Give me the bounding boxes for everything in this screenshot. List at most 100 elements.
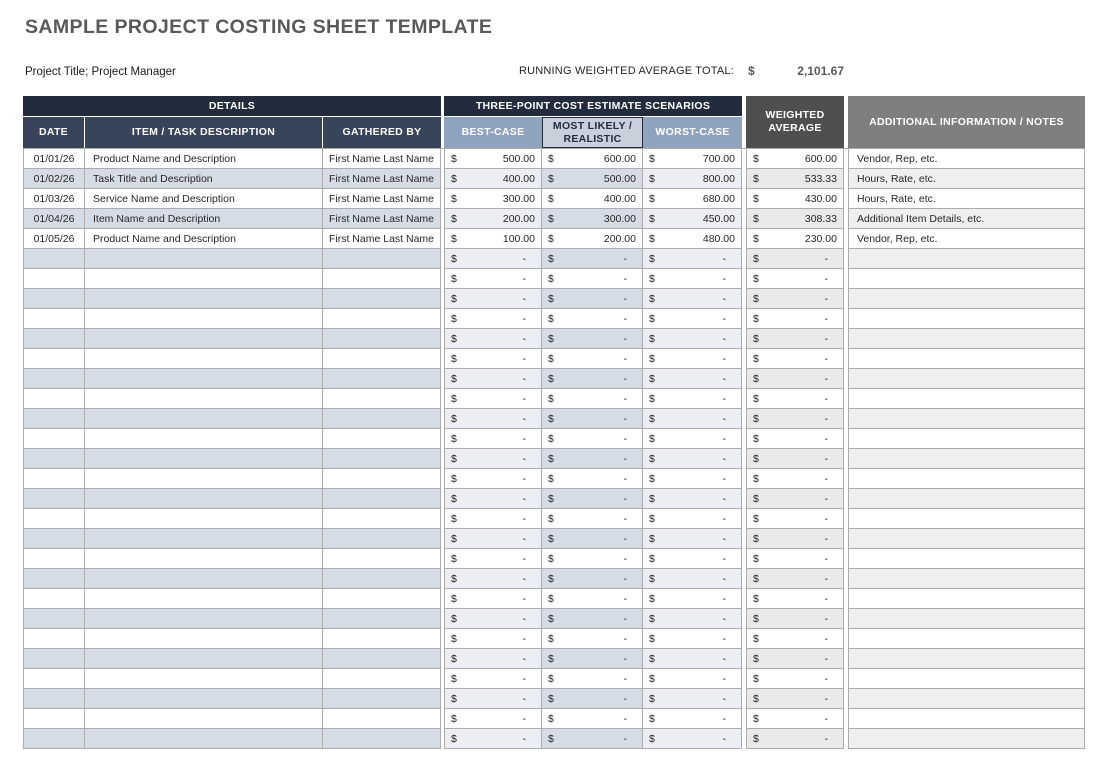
cell-gathered-by[interactable] bbox=[323, 569, 441, 589]
cell-most-likely[interactable]: $ - bbox=[542, 329, 643, 349]
cell-best-case[interactable]: $100.00 bbox=[444, 229, 542, 249]
cell-most-likely[interactable]: $300.00 bbox=[542, 209, 643, 229]
cell-item-description[interactable] bbox=[85, 729, 323, 749]
cell-worst-case[interactable]: $ - bbox=[643, 429, 742, 449]
cell-worst-case[interactable]: $800.00 bbox=[643, 169, 742, 189]
cell-notes[interactable] bbox=[848, 249, 1085, 269]
cell-worst-case[interactable]: $ - bbox=[643, 689, 742, 709]
cell-item-description[interactable] bbox=[85, 409, 323, 429]
cell-date[interactable] bbox=[23, 249, 85, 269]
cell-notes[interactable]: Additional Item Details, etc. bbox=[848, 209, 1085, 229]
cell-gathered-by[interactable] bbox=[323, 649, 441, 669]
cell-gathered-by[interactable] bbox=[323, 409, 441, 429]
cell-best-case[interactable]: $ - bbox=[444, 329, 542, 349]
cell-gathered-by[interactable] bbox=[323, 589, 441, 609]
cell-weighted-average[interactable]: $ - bbox=[746, 569, 844, 589]
cell-notes[interactable] bbox=[848, 269, 1085, 289]
cell-notes[interactable]: Vendor, Rep, etc. bbox=[848, 149, 1085, 169]
cell-item-description[interactable] bbox=[85, 629, 323, 649]
cell-most-likely[interactable]: $ - bbox=[542, 729, 643, 749]
cell-gathered-by[interactable] bbox=[323, 469, 441, 489]
cell-most-likely[interactable]: $ - bbox=[542, 489, 643, 509]
cell-item-description[interactable] bbox=[85, 689, 323, 709]
cell-most-likely[interactable]: $600.00 bbox=[542, 149, 643, 169]
cell-gathered-by[interactable] bbox=[323, 349, 441, 369]
cell-notes[interactable] bbox=[848, 609, 1085, 629]
cell-worst-case[interactable]: $ - bbox=[643, 649, 742, 669]
cell-item-description[interactable] bbox=[85, 349, 323, 369]
cell-worst-case[interactable]: $ - bbox=[643, 249, 742, 269]
cell-most-likely[interactable]: $ - bbox=[542, 589, 643, 609]
cell-weighted-average[interactable]: $ - bbox=[746, 649, 844, 669]
cell-best-case[interactable]: $ - bbox=[444, 689, 542, 709]
cell-notes[interactable] bbox=[848, 289, 1085, 309]
cell-notes[interactable] bbox=[848, 349, 1085, 369]
cell-best-case[interactable]: $ - bbox=[444, 349, 542, 369]
cell-weighted-average[interactable]: $ - bbox=[746, 269, 844, 289]
cell-item-description[interactable] bbox=[85, 389, 323, 409]
cell-weighted-average[interactable]: $ - bbox=[746, 429, 844, 449]
cell-best-case[interactable]: $ - bbox=[444, 249, 542, 269]
cell-gathered-by[interactable] bbox=[323, 509, 441, 529]
cell-best-case[interactable]: $ - bbox=[444, 469, 542, 489]
cell-date[interactable] bbox=[23, 289, 85, 309]
cell-weighted-average[interactable]: $ - bbox=[746, 469, 844, 489]
cell-notes[interactable] bbox=[848, 449, 1085, 469]
cell-worst-case[interactable]: $ - bbox=[643, 489, 742, 509]
cell-worst-case[interactable]: $ - bbox=[643, 609, 742, 629]
cell-worst-case[interactable]: $ - bbox=[643, 709, 742, 729]
cell-date[interactable] bbox=[23, 529, 85, 549]
cell-weighted-average[interactable]: $ - bbox=[746, 349, 844, 369]
cell-date[interactable] bbox=[23, 409, 85, 429]
cell-most-likely[interactable]: $ - bbox=[542, 709, 643, 729]
cell-date[interactable]: 01/04/26 bbox=[23, 209, 85, 229]
cell-gathered-by[interactable]: First Name Last Name bbox=[323, 189, 441, 209]
cell-best-case[interactable]: $ - bbox=[444, 489, 542, 509]
cell-date[interactable] bbox=[23, 549, 85, 569]
cell-notes[interactable] bbox=[848, 689, 1085, 709]
cell-weighted-average[interactable]: $ - bbox=[746, 549, 844, 569]
cell-date[interactable] bbox=[23, 649, 85, 669]
cell-best-case[interactable]: $ - bbox=[444, 449, 542, 469]
cell-worst-case[interactable]: $ - bbox=[643, 729, 742, 749]
cell-weighted-average[interactable]: $ - bbox=[746, 629, 844, 649]
cell-notes[interactable] bbox=[848, 509, 1085, 529]
cell-item-description[interactable] bbox=[85, 549, 323, 569]
cell-item-description[interactable]: Service Name and Description bbox=[85, 189, 323, 209]
cell-item-description[interactable] bbox=[85, 269, 323, 289]
cell-item-description[interactable] bbox=[85, 489, 323, 509]
cell-notes[interactable] bbox=[848, 529, 1085, 549]
cell-date[interactable] bbox=[23, 389, 85, 409]
cell-best-case[interactable]: $ - bbox=[444, 589, 542, 609]
cell-most-likely[interactable]: $ - bbox=[542, 649, 643, 669]
cell-date[interactable]: 01/02/26 bbox=[23, 169, 85, 189]
cell-weighted-average[interactable]: $ - bbox=[746, 689, 844, 709]
cell-date[interactable] bbox=[23, 669, 85, 689]
cell-date[interactable] bbox=[23, 729, 85, 749]
cell-item-description[interactable] bbox=[85, 569, 323, 589]
cell-weighted-average[interactable]: $ - bbox=[746, 369, 844, 389]
cell-most-likely[interactable]: $ - bbox=[542, 309, 643, 329]
cell-most-likely[interactable]: $ - bbox=[542, 389, 643, 409]
cell-weighted-average[interactable]: $ - bbox=[746, 409, 844, 429]
cell-gathered-by[interactable] bbox=[323, 629, 441, 649]
cell-best-case[interactable]: $400.00 bbox=[444, 169, 542, 189]
cell-weighted-average[interactable]: $ - bbox=[746, 309, 844, 329]
cell-date[interactable] bbox=[23, 309, 85, 329]
cell-date[interactable] bbox=[23, 429, 85, 449]
cell-worst-case[interactable]: $ - bbox=[643, 629, 742, 649]
cell-date[interactable] bbox=[23, 629, 85, 649]
cell-gathered-by[interactable] bbox=[323, 249, 441, 269]
cell-worst-case[interactable]: $ - bbox=[643, 289, 742, 309]
cell-weighted-average[interactable]: $ - bbox=[746, 509, 844, 529]
cell-gathered-by[interactable] bbox=[323, 529, 441, 549]
cell-best-case[interactable]: $ - bbox=[444, 289, 542, 309]
cell-notes[interactable] bbox=[848, 729, 1085, 749]
cell-item-description[interactable]: Product Name and Description bbox=[85, 149, 323, 169]
cell-gathered-by[interactable] bbox=[323, 429, 441, 449]
cell-notes[interactable] bbox=[848, 489, 1085, 509]
cell-notes[interactable] bbox=[848, 669, 1085, 689]
cell-best-case[interactable]: $ - bbox=[444, 269, 542, 289]
cell-worst-case[interactable]: $ - bbox=[643, 369, 742, 389]
cell-date[interactable] bbox=[23, 329, 85, 349]
